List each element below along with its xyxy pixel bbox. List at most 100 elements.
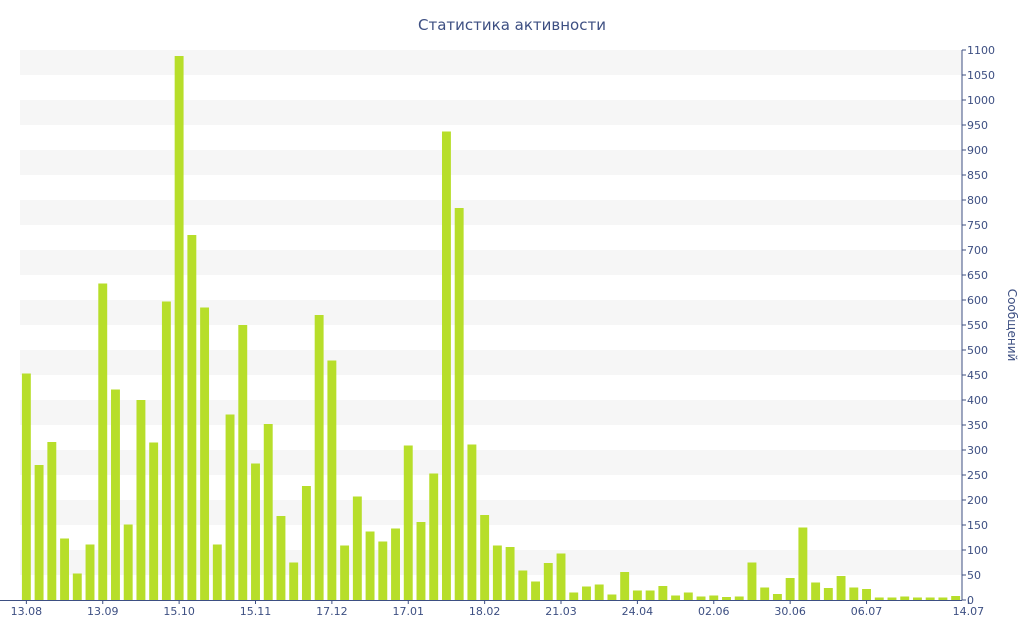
y-tick-label: 800 — [967, 194, 988, 207]
bar — [403, 445, 413, 600]
y-tick-label: 1100 — [967, 44, 995, 57]
bar — [327, 360, 337, 600]
bar — [683, 592, 693, 600]
y-tick-label: 350 — [967, 419, 988, 432]
x-tick-label: 30.06 — [774, 605, 806, 618]
bar — [823, 588, 833, 600]
x-tick-label: 13.08 — [11, 605, 43, 618]
bar — [416, 522, 426, 600]
bar — [276, 516, 286, 600]
bar — [951, 596, 961, 600]
y-tick-label: 850 — [967, 169, 988, 182]
bar — [874, 597, 884, 600]
bar — [594, 584, 604, 600]
bar — [238, 325, 248, 600]
y-tick-label: 1050 — [967, 69, 995, 82]
bar — [518, 570, 528, 600]
y-tick-label: 100 — [967, 544, 988, 557]
bar — [187, 235, 197, 600]
y-tick-label: 900 — [967, 144, 988, 157]
grid-band — [20, 150, 962, 175]
bar — [225, 414, 235, 600]
bar — [111, 389, 120, 600]
bar — [556, 553, 566, 600]
bar — [632, 590, 642, 600]
bar — [543, 563, 553, 600]
y-tick-label: 0 — [967, 594, 974, 607]
bar — [569, 592, 579, 600]
bar — [709, 595, 719, 600]
bar — [378, 541, 388, 600]
grid-band — [20, 100, 962, 125]
bar — [200, 307, 210, 600]
bar — [671, 595, 681, 600]
bar — [607, 594, 617, 600]
y-tick-label: 1000 — [967, 94, 995, 107]
bar — [531, 581, 541, 600]
x-tick-label: 24.04 — [622, 605, 654, 618]
bar — [301, 486, 311, 600]
bar — [429, 473, 439, 600]
bar — [938, 597, 948, 600]
bar — [887, 597, 897, 600]
bar — [314, 315, 324, 600]
y-tick-label: 150 — [967, 519, 988, 532]
bar — [365, 531, 375, 600]
bar — [912, 597, 922, 600]
x-tick-label: 02.06 — [698, 605, 730, 618]
y-tick-label: 50 — [967, 569, 981, 582]
bar — [212, 544, 222, 600]
grid-band — [20, 300, 962, 325]
bar — [492, 545, 502, 600]
x-tick-label: 06.07 — [851, 605, 883, 618]
bar — [620, 572, 630, 600]
chart-title: Статистика активности — [418, 16, 606, 34]
bar — [174, 56, 184, 600]
bar — [467, 444, 477, 600]
grid-band — [20, 200, 962, 225]
bar — [658, 586, 668, 600]
bar — [925, 597, 935, 600]
x-tick-label: 21.03 — [545, 605, 577, 618]
bar — [289, 562, 299, 600]
bar — [760, 587, 770, 600]
bar — [645, 590, 655, 600]
bar — [441, 131, 451, 600]
x-tick-label: 15.11 — [240, 605, 272, 618]
y-tick-label: 400 — [967, 394, 988, 407]
bar — [785, 578, 795, 600]
bar — [60, 538, 70, 600]
bar — [747, 562, 757, 600]
grid-band — [20, 350, 962, 375]
y-tick-label: 250 — [967, 469, 988, 482]
bar — [454, 208, 464, 600]
y-tick-label: 600 — [967, 294, 988, 307]
bar — [862, 589, 871, 600]
bar — [161, 301, 171, 600]
bar — [391, 528, 400, 600]
bar — [900, 596, 910, 600]
y-tick-label: 700 — [967, 244, 988, 257]
bar — [722, 597, 731, 600]
grid-band — [20, 250, 962, 275]
y-tick-label: 750 — [967, 219, 988, 232]
bar — [340, 545, 350, 600]
bar — [136, 400, 146, 600]
bar — [772, 594, 782, 600]
x-tick-label: 14.07 — [953, 605, 985, 618]
grid-band — [20, 400, 962, 425]
y-tick-label: 200 — [967, 494, 988, 507]
bar — [811, 582, 821, 600]
y-tick-label: 550 — [967, 319, 988, 332]
bar — [34, 465, 44, 600]
grid-band — [20, 550, 962, 575]
bar — [149, 442, 159, 600]
bar — [352, 496, 362, 600]
bar — [85, 544, 95, 600]
grid-band — [20, 500, 962, 525]
bar — [98, 283, 108, 600]
bar — [849, 587, 859, 600]
bar — [582, 586, 591, 600]
